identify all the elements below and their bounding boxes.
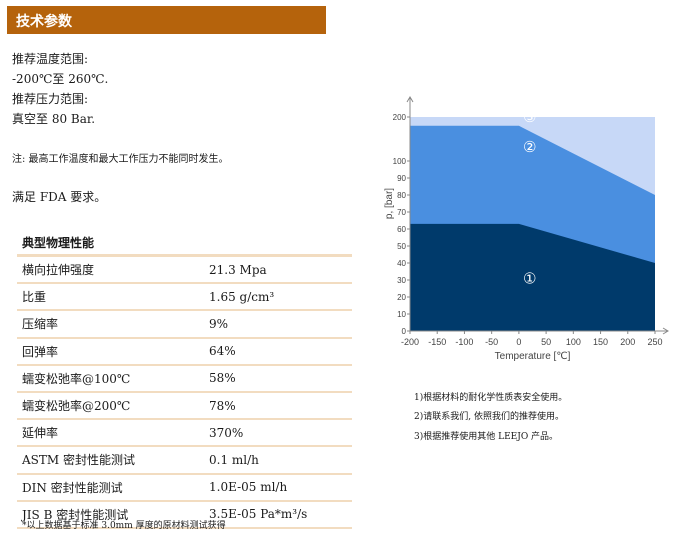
property-name: 压缩率 — [17, 310, 204, 339]
properties-title: 典型物理性能 — [22, 236, 95, 250]
table-row: DIN 密封性能测试 1.0E-05 ml/h — [17, 473, 352, 502]
table-row: 蠕变松弛率@200℃ 78% — [17, 391, 352, 421]
property-name: 横向拉伸强度 — [17, 254, 204, 285]
chart-note-1: 1)根据材料的耐化学性质表安全使用。 — [414, 393, 568, 403]
x-tick-label: 250 — [647, 337, 662, 347]
x-tick-label: -200 — [401, 337, 419, 347]
property-value: 78% — [204, 391, 352, 421]
table-row: ASTM 密封性能测试 0.1 ml/h — [17, 446, 352, 475]
pressure-range-label: 推荐压力范围: — [12, 92, 89, 106]
property-name: 延伸率 — [17, 419, 204, 448]
y-tick-label: 20 — [397, 293, 406, 302]
property-name: 回弹率 — [17, 337, 204, 366]
property-name: JIS B 密封性能测试 — [17, 500, 204, 529]
properties-table: 横向拉伸强度 21.3 Mpa 比重 1.65 g/cm³ 压缩率 9% 回弹率 64%… — [17, 254, 352, 529]
property-value: 21.3 Mpa — [204, 254, 352, 285]
temp-range-label: 推荐温度范围: — [12, 52, 89, 66]
y-tick-label: 10 — [397, 310, 406, 319]
x-tick-label: 50 — [541, 337, 551, 347]
table-row: 压缩率 9% — [17, 310, 352, 339]
x-axis-label: Temperature [℃] — [495, 351, 571, 362]
property-value: 3.5E-05 Pa*m³/s — [204, 500, 352, 529]
region-1 — [410, 223, 655, 331]
property-value: 58% — [204, 364, 352, 393]
x-tick-label: 200 — [620, 337, 635, 347]
table-footnote: *以上数据基于标准 3.0mm 厚度的原材料测试获得 — [22, 521, 226, 531]
table-row: JIS B 密封性能测试 3.5E-05 Pa*m³/s — [17, 500, 352, 529]
section-title: 技术参数 — [16, 14, 72, 30]
region-label: ① — [523, 270, 536, 287]
temp-range-value: -200℃至 260℃. — [12, 72, 109, 86]
y-tick-label: 90 — [397, 174, 406, 183]
table-row: 比重 1.65 g/cm³ — [17, 283, 352, 312]
property-value: 0.1 ml/h — [204, 446, 352, 475]
fda-compliance: 满足 FDA 要求。 — [12, 190, 107, 204]
x-tick-label: 100 — [566, 337, 581, 347]
x-tick-label: -50 — [485, 337, 498, 347]
x-axis-arrow — [662, 327, 669, 335]
x-tick-label: -150 — [428, 337, 446, 347]
table-row: 横向拉伸强度 21.3 Mpa — [17, 254, 352, 285]
y-tick-label: 0 — [402, 327, 407, 336]
table-row: 延伸率 370% — [17, 419, 352, 448]
property-value: 64% — [204, 337, 352, 366]
property-value: 1.65 g/cm³ — [204, 283, 352, 312]
region-label: ③ — [523, 109, 536, 126]
x-tick-label: 0 — [516, 337, 521, 347]
region-label: ② — [523, 139, 536, 156]
y-tick-label: 80 — [397, 191, 406, 200]
property-value: 1.0E-05 ml/h — [204, 473, 352, 502]
y-tick-label: 50 — [397, 242, 406, 251]
table-row: 蠕变松弛率@100℃ 58% — [17, 364, 352, 393]
y-tick-label: 40 — [397, 259, 406, 268]
y-axis-arrow — [406, 96, 414, 103]
property-name: 蠕变松弛率@100℃ — [17, 364, 204, 393]
operating-note: 注: 最高工作温度和最大工作压力不能同时发生。 — [12, 154, 229, 165]
x-tick-label: -100 — [455, 337, 473, 347]
y-tick-label: 200 — [393, 113, 407, 122]
property-name: 比重 — [17, 283, 204, 312]
y-tick-label: 70 — [397, 208, 406, 217]
y-tick-label: 30 — [397, 276, 406, 285]
property-name: DIN 密封性能测试 — [17, 473, 204, 502]
property-name: 蠕变松弛率@200℃ — [17, 391, 204, 421]
property-name: ASTM 密封性能测试 — [17, 446, 204, 475]
property-value: 9% — [204, 310, 352, 339]
section-header: 技术参数 — [7, 6, 326, 34]
table-row: 回弹率 64% — [17, 337, 352, 366]
x-tick-label: 150 — [593, 337, 608, 347]
chart-note-3: 3)根据推荐使用其他 LEEJO 产品。 — [414, 432, 559, 442]
chart-note-2: 2)请联系我们, 依照我们的推荐使用。 — [414, 412, 564, 422]
y-axis-label: p, [bar] — [384, 188, 395, 219]
pressure-temperature-chart: ① ② ③ -200 -150 -100 -50 0 50 100 150 200 250 0 10 20 30… — [384, 96, 669, 362]
property-value: 370% — [204, 419, 352, 448]
pressure-range-value: 真空至 80 Bar. — [12, 112, 96, 126]
y-tick-label: 60 — [397, 225, 406, 234]
y-tick-label: 100 — [393, 157, 407, 166]
